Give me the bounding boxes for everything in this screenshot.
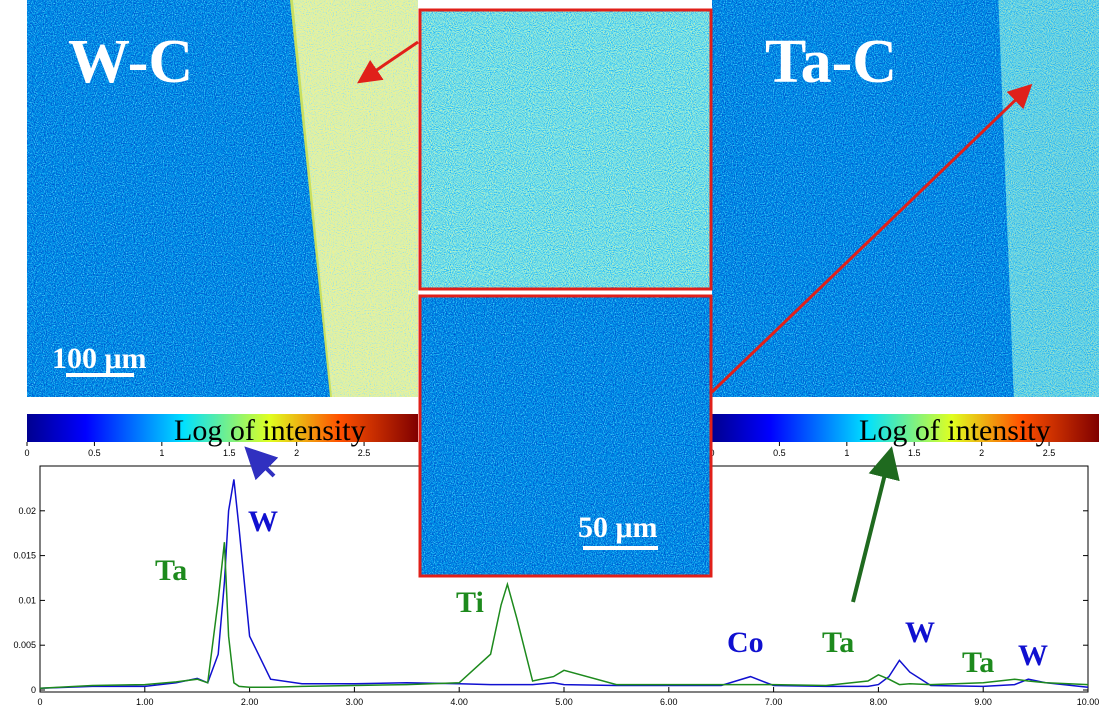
x-tick-label: 4.00 — [450, 697, 468, 707]
colorbar-tick-label: 1 — [159, 448, 164, 458]
y-tick-label: 0.015 — [13, 551, 36, 561]
peak-label: Co — [727, 626, 764, 659]
y-tick-label: 0.01 — [18, 595, 36, 605]
peak-label: Ti — [456, 586, 484, 619]
peak-label: Ta — [962, 646, 994, 679]
x-tick-label: 7.00 — [765, 697, 783, 707]
figure: W-C 100 μm Ta-C 00.511.522.5Log of inten… — [0, 0, 1099, 708]
x-tick-label: 9.00 — [974, 697, 992, 707]
left-map: W-C 100 μm — [27, 0, 418, 397]
x-tick-label: 8.00 — [870, 697, 888, 707]
colorbar-tick-label: 2 — [294, 448, 299, 458]
x-tick-label: 1.00 — [136, 697, 154, 707]
colorbar-tick-label: 1 — [844, 448, 849, 458]
x-tick-label: 5.00 — [555, 697, 573, 707]
peak-label: Ta — [822, 626, 854, 659]
y-tick-label: 0.02 — [18, 506, 36, 516]
colorbar-label: Log of intensity — [174, 414, 366, 447]
x-tick-label: 0 — [37, 697, 42, 707]
scale-bar-label: 100 μm — [52, 342, 147, 375]
inset-bottom — [420, 296, 711, 576]
peak-label: W — [905, 616, 935, 649]
colorbar-label: Log of intensity — [859, 414, 1051, 447]
colorbar-tick-label: 1.5 — [908, 448, 921, 458]
colorbar-tick-label: 0 — [24, 448, 29, 458]
map-label: Ta-C — [765, 28, 897, 96]
y-tick-label: 0 — [31, 685, 36, 695]
colorbar-tick-label: 2.5 — [1043, 448, 1056, 458]
colorbar-tick-label: 2.5 — [358, 448, 371, 458]
map-label: W-C — [68, 28, 193, 96]
x-tick-label: 2.00 — [241, 697, 259, 707]
x-tick-label: 10.00 — [1077, 697, 1099, 707]
peak-label: Ta — [155, 554, 187, 587]
x-tick-label: 3.00 — [346, 697, 364, 707]
x-tick-label: 6.00 — [660, 697, 678, 707]
colorbar-tick-label: 0.5 — [88, 448, 101, 458]
scale-bar-label: 50 μm — [578, 511, 658, 544]
colorbar-tick-label: 1.5 — [223, 448, 236, 458]
peak-label: W — [1018, 639, 1048, 672]
y-tick-label: 0.005 — [13, 640, 36, 650]
inset-top — [420, 10, 711, 289]
colorbar-tick-label: 2 — [979, 448, 984, 458]
insets: 50 μm — [420, 10, 711, 576]
colorbar-tick-label: 0.5 — [773, 448, 786, 458]
peak-label: W — [248, 505, 278, 538]
